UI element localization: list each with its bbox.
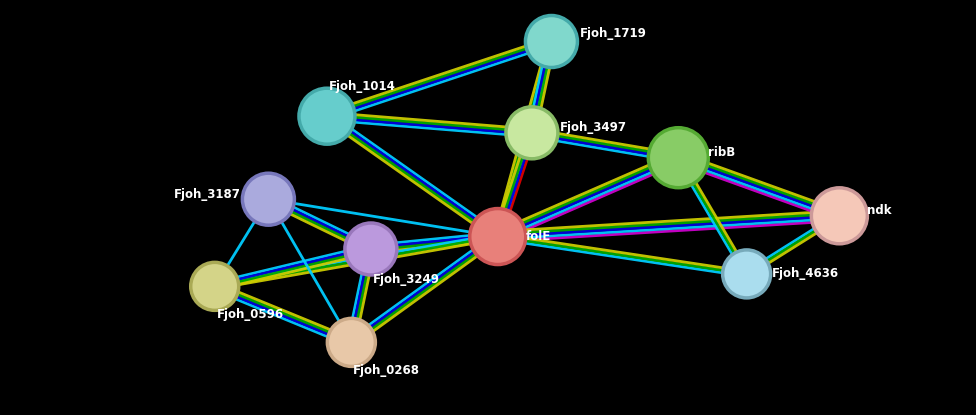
Text: Fjoh_4636: Fjoh_4636 [772, 267, 838, 281]
Text: Fjoh_3497: Fjoh_3497 [560, 121, 627, 134]
Text: folE: folE [526, 230, 551, 243]
Text: Fjoh_3187: Fjoh_3187 [174, 188, 240, 201]
Circle shape [506, 107, 558, 159]
Circle shape [299, 88, 355, 144]
Circle shape [345, 223, 397, 275]
Circle shape [525, 15, 578, 68]
Text: ndk: ndk [868, 204, 892, 217]
Text: Fjoh_1719: Fjoh_1719 [580, 27, 646, 40]
Circle shape [327, 318, 376, 366]
Circle shape [242, 173, 295, 225]
Circle shape [469, 209, 526, 264]
Text: Fjoh_0268: Fjoh_0268 [353, 364, 421, 377]
Circle shape [722, 250, 771, 298]
Text: Fjoh_1014: Fjoh_1014 [329, 80, 396, 93]
Text: Fjoh_0596: Fjoh_0596 [217, 308, 284, 321]
Circle shape [190, 262, 239, 310]
Text: Fjoh_3249: Fjoh_3249 [373, 273, 440, 286]
Text: ribB: ribB [709, 146, 736, 159]
Circle shape [648, 128, 709, 188]
Circle shape [811, 188, 868, 244]
